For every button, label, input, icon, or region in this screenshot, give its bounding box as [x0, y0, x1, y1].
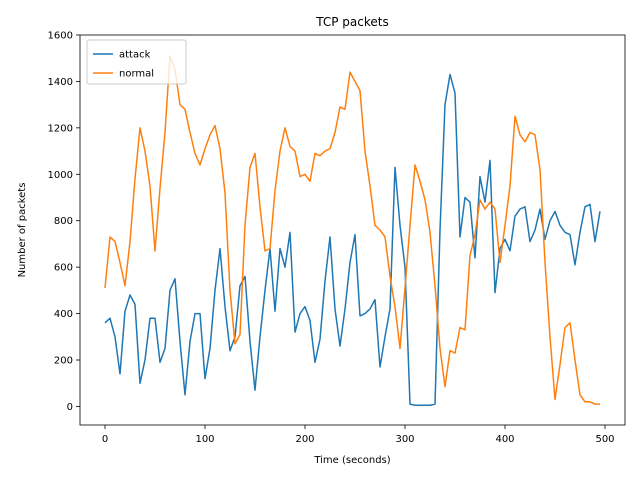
y-tick-label: 200 — [54, 356, 73, 367]
legend-label-attack: attack — [119, 50, 151, 61]
chart-title: TCP packets — [315, 15, 389, 29]
x-tick-label: 500 — [595, 434, 614, 445]
x-tick-label: 200 — [295, 434, 314, 445]
legend: attack normal — [86, 39, 187, 85]
plot-layer — [104, 55, 601, 407]
x-axis-label: Time (seconds) — [313, 455, 390, 466]
legend-label-normal: normal — [119, 69, 154, 80]
y-tick-label: 1000 — [48, 170, 73, 181]
y-tick-label: 1400 — [48, 77, 73, 88]
y-tick-label: 1200 — [48, 123, 73, 134]
y-tick-label: 800 — [54, 216, 73, 227]
y-tick-label: 400 — [54, 309, 73, 320]
y-tick-label: 1600 — [48, 31, 73, 42]
y-tick-label: 0 — [67, 402, 73, 413]
x-tick-label: 300 — [395, 434, 414, 445]
axes-frame — [79, 34, 626, 426]
x-tick-label: 400 — [495, 434, 514, 445]
x-tick-label: 100 — [195, 434, 214, 445]
y-axis-label: Number of packets — [17, 183, 28, 278]
ticks-layer: 0 100 200 300 400 500 0 200 400 600 800 1000 1200 140… — [48, 31, 615, 446]
y-tick-label: 600 — [54, 263, 73, 274]
series-line-attack — [104, 73, 601, 407]
series-line-normal — [104, 55, 600, 405]
x-tick-label: 0 — [102, 434, 108, 445]
